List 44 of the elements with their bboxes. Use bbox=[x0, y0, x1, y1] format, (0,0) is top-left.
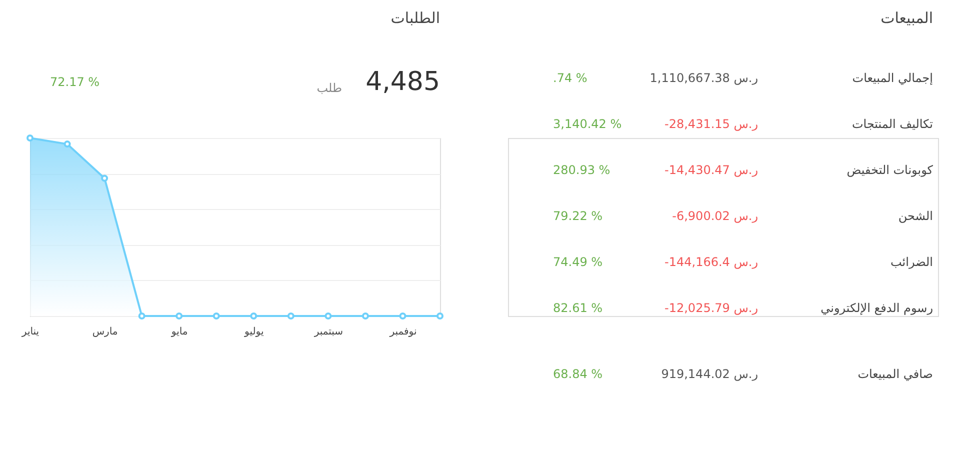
text: إجمالي المبيعات bbox=[852, 71, 933, 85]
text: 3,140.42 % bbox=[553, 117, 622, 131]
text: -28,431.15 ر.س bbox=[664, 117, 758, 131]
text: صافي المبيعات bbox=[858, 367, 933, 381]
text: طلب bbox=[316, 81, 342, 95]
point bbox=[212, 312, 220, 320]
text: -12,025.79 ر.س bbox=[664, 301, 758, 315]
point bbox=[287, 312, 294, 320]
text: 74.49 % bbox=[553, 255, 603, 269]
point bbox=[436, 312, 444, 320]
x-tick-label: يوليو bbox=[244, 326, 264, 338]
text: 72.17 % bbox=[50, 75, 100, 89]
point bbox=[362, 312, 369, 320]
text: 82.61 % bbox=[553, 301, 603, 315]
text: 919,144.02 ر.س bbox=[661, 367, 758, 381]
text: المبيعات bbox=[880, 9, 933, 27]
point bbox=[101, 174, 108, 182]
chart-title: الطلبات bbox=[390, 9, 440, 27]
text: .74 % bbox=[553, 71, 588, 85]
point bbox=[26, 134, 34, 142]
text: -14,430.47 ر.س bbox=[664, 163, 758, 177]
text: 1,110,667.38 ر.س bbox=[650, 71, 758, 85]
text: 4,485 bbox=[366, 67, 440, 97]
text: 68.84 % bbox=[553, 367, 603, 381]
text: الشحن bbox=[898, 209, 933, 223]
text: كوبونات التخفيض bbox=[846, 163, 934, 177]
x-tick-label: نوفمبر bbox=[388, 326, 417, 338]
text: تكاليف المنتجات bbox=[852, 117, 933, 131]
point bbox=[250, 312, 258, 320]
text: 79.22 % bbox=[553, 209, 603, 223]
x-tick-label: سبتمبر bbox=[313, 326, 344, 338]
text: -144,166.4 ر.س bbox=[664, 255, 758, 269]
text: -6,900.02 ر.س bbox=[672, 209, 758, 223]
point bbox=[64, 140, 71, 148]
x-tick-label: مايو bbox=[170, 326, 188, 338]
point bbox=[324, 312, 332, 320]
point bbox=[138, 312, 146, 320]
x-tick-label: يناير bbox=[20, 326, 40, 338]
point bbox=[399, 312, 406, 320]
text: 280.93 % bbox=[553, 163, 610, 177]
text: الضرائب bbox=[890, 255, 933, 269]
x-tick-label: مارس bbox=[92, 326, 118, 338]
text: رسوم الدفع الإلكتروني bbox=[820, 301, 934, 315]
point bbox=[176, 312, 183, 320]
